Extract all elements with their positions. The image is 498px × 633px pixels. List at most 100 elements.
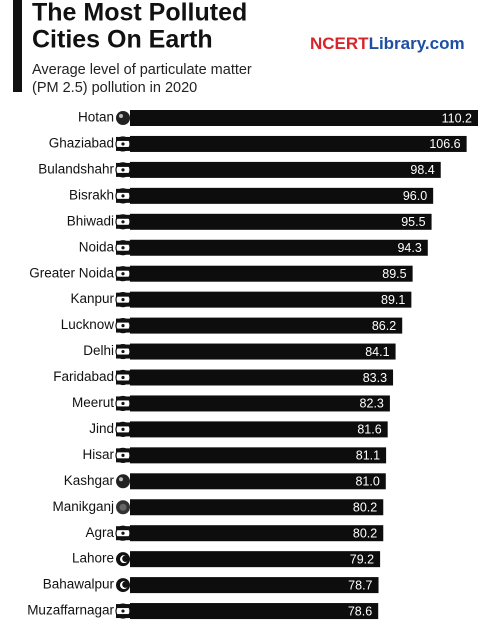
brand: NCERTLibrary.com [310, 34, 465, 53]
flag-icon [116, 328, 130, 333]
value-label: 89.1 [381, 293, 405, 307]
flag-icon [116, 318, 130, 323]
flag-icon [121, 453, 125, 457]
bar [130, 135, 467, 152]
value-label: 81.6 [357, 423, 381, 437]
bar [130, 473, 386, 490]
value-label: 86.2 [372, 319, 396, 333]
category-label: Lahore [72, 551, 114, 566]
flag-icon [121, 401, 125, 406]
brand-part: NCERT [310, 34, 369, 53]
chart-subtitle: (PM 2.5) pollution in 2020 [32, 80, 197, 96]
category-label: Jind [89, 421, 114, 436]
value-label: 78.6 [348, 604, 372, 618]
value-label: 106.6 [429, 137, 460, 151]
category-label: Manikganj [52, 499, 114, 514]
flag-icon [116, 432, 130, 437]
flag-icon [116, 292, 130, 297]
flag-icon [116, 136, 130, 141]
flag-icon [116, 370, 130, 375]
bar [130, 213, 432, 230]
flag-icon [121, 142, 125, 146]
flag-icon [116, 406, 130, 411]
flag-icon [121, 609, 125, 613]
value-label: 95.5 [401, 215, 425, 229]
category-label: Hotan [78, 110, 114, 125]
value-label: 98.4 [410, 163, 434, 177]
category-label: Ghaziabad [49, 136, 114, 151]
value-label: 80.2 [353, 501, 377, 515]
bar [130, 499, 384, 516]
value-label: 80.2 [353, 526, 377, 540]
bar [130, 265, 413, 282]
flag-icon [116, 458, 130, 463]
value-label: 78.7 [348, 578, 372, 592]
flag-icon [116, 146, 130, 151]
category-label: Bhiwadi [67, 213, 114, 228]
bar [130, 525, 384, 542]
flag-icon [121, 272, 125, 276]
bar [130, 551, 381, 568]
bar [130, 110, 478, 126]
bar [130, 291, 412, 308]
chart-subtitle: Average level of particulate matter [32, 62, 252, 78]
flag-icon [116, 474, 130, 489]
flag-icon [116, 354, 130, 359]
flag-icon [122, 555, 129, 562]
accent-bar [13, 0, 22, 92]
flag-icon [116, 448, 130, 453]
flag-icon [116, 162, 130, 167]
category-label: Kashgar [64, 473, 115, 488]
flag-icon [121, 324, 125, 328]
value-label: 81.0 [355, 475, 379, 489]
flag-icon [116, 396, 130, 401]
bar [130, 447, 387, 464]
flag-icon [116, 224, 130, 229]
flag-icon [116, 344, 130, 349]
category-label: Kanpur [70, 291, 114, 306]
category-label: Bulandshahr [38, 161, 114, 176]
flag-icon [121, 375, 125, 380]
flag-icon [116, 240, 130, 245]
chart-title: Cities On Earth [32, 26, 213, 54]
flag-icon [116, 266, 130, 271]
category-label: Muzaffarnagar [27, 603, 114, 618]
flag-icon [121, 220, 125, 224]
flag-icon [116, 536, 130, 541]
flag-icon [122, 581, 129, 588]
category-label: Delhi [83, 343, 114, 358]
flag-icon [121, 246, 125, 250]
brand-part: Library.com [369, 34, 465, 53]
flag-icon [116, 111, 130, 125]
flag-icon [116, 276, 130, 281]
bar [130, 317, 403, 334]
flag-icon [121, 298, 125, 302]
category-label: Faridabad [53, 369, 114, 384]
value-label: 82.3 [360, 397, 384, 411]
flag-icon [119, 114, 123, 118]
flag-icon [119, 503, 127, 511]
category-label: Bisrakh [69, 187, 114, 202]
bar [130, 421, 388, 438]
bar [130, 369, 394, 386]
flag-icon [116, 188, 130, 193]
bar [130, 239, 428, 256]
value-label: 83.3 [363, 371, 387, 385]
bar [130, 343, 396, 360]
value-label: 79.2 [350, 552, 374, 566]
flag-icon [119, 477, 123, 482]
category-label: Agra [85, 525, 114, 540]
bar [130, 187, 434, 204]
flag-icon [121, 531, 125, 535]
flag-icon [121, 194, 125, 198]
value-label: 94.3 [397, 241, 421, 255]
value-label: 96.0 [403, 189, 427, 203]
flag-icon [116, 604, 130, 609]
bar [130, 577, 379, 594]
category-label: Greater Noida [29, 265, 114, 280]
flag-icon [116, 614, 130, 619]
flag-icon [116, 526, 130, 531]
category-label: Meerut [72, 395, 114, 410]
flag-icon [116, 302, 130, 307]
